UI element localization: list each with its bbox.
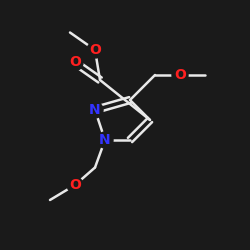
Circle shape [67,54,83,70]
Text: N: N [99,133,111,147]
Circle shape [97,132,113,148]
Circle shape [87,42,103,58]
Text: O: O [89,43,101,57]
Circle shape [67,177,83,193]
Text: O: O [69,178,81,192]
Circle shape [172,67,188,83]
Circle shape [87,102,103,118]
Text: O: O [174,68,186,82]
Text: O: O [69,56,81,70]
Text: N: N [89,103,101,117]
